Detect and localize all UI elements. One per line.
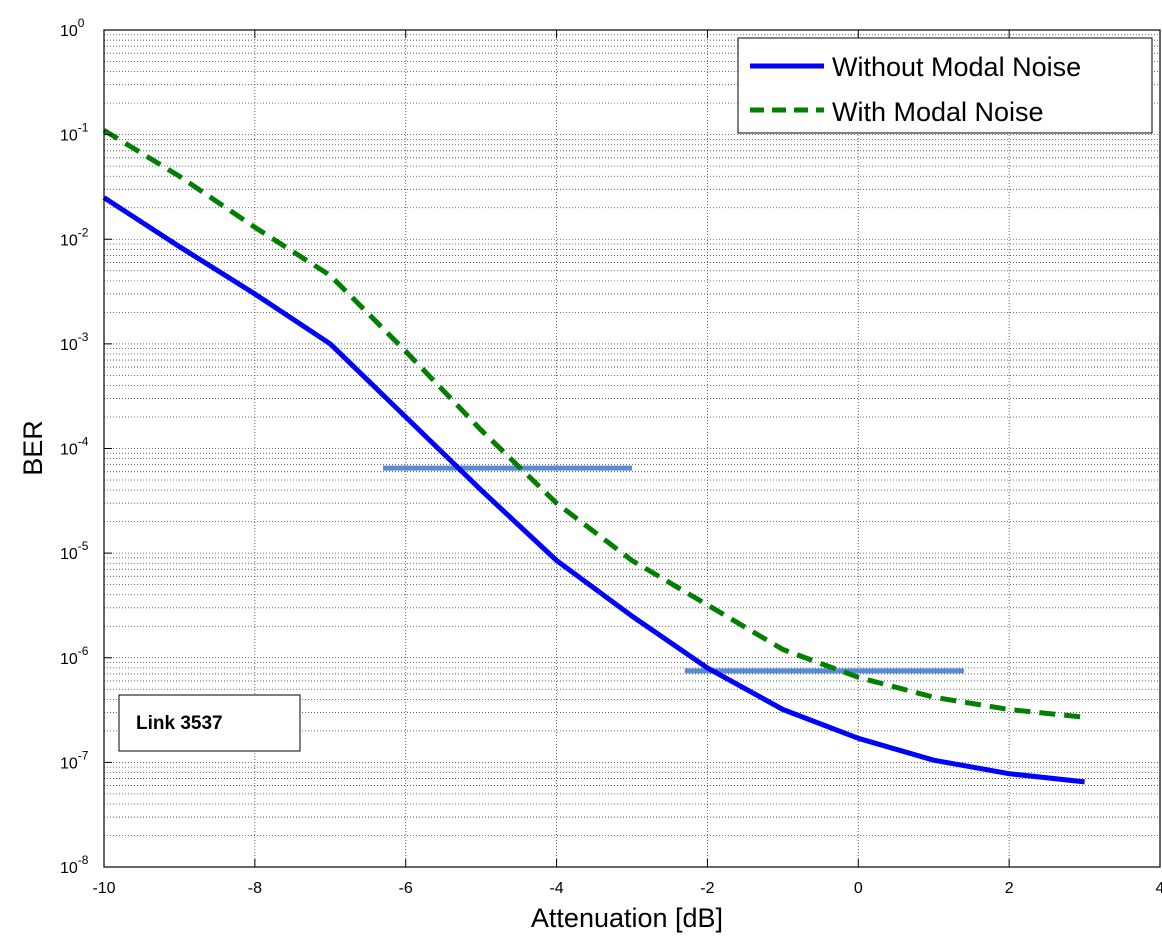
x-tick-label: -4 [549, 880, 563, 897]
y-tick-label: 10-5 [60, 539, 89, 563]
legend-box [737, 37, 1153, 134]
y-tick-label: 10-4 [60, 435, 89, 459]
x-tick-label: 0 [854, 880, 863, 897]
y-tick-label: 10-2 [60, 225, 89, 249]
y-axis-label: BER [18, 420, 48, 476]
legend: Without Modal Noise With Modal Noise [737, 37, 1153, 134]
y-tick-label: 10-6 [60, 644, 89, 668]
y-tick-label: 100 [60, 16, 85, 40]
legend-label-with-modal-noise: With Modal Noise [832, 97, 1044, 127]
y-tick-label: 10-7 [60, 748, 89, 772]
y-tick-label: 10-1 [60, 121, 89, 145]
series-line-with-modal-noise [102, 128, 1085, 720]
series-line-without-modal-noise [102, 195, 1085, 785]
legend-label-without-modal-noise: Without Modal Noise [832, 52, 1081, 82]
x-tick-label: 2 [1005, 880, 1014, 897]
x-axis-label: Attenuation [dB] [531, 903, 723, 933]
x-tick-label: -10 [92, 880, 115, 897]
x-tick-label: 4 [1156, 880, 1162, 897]
x-axis-ticks: -10 -8 -6 -4 -2 0 2 4 [92, 30, 1162, 897]
reference-lines [383, 465, 964, 674]
y-tick-label: 10-3 [60, 330, 89, 354]
annotation-text: Link 3537 [136, 713, 223, 734]
series-group [102, 128, 1085, 785]
annotation-box: Link 3537 [118, 694, 301, 752]
y-axis-ticks: 10-8 10-7 10-6 10-5 10-4 10-3 10-2 10-1 100 [60, 16, 112, 877]
y-tick-label: 10-8 [60, 853, 89, 877]
x-tick-label: -6 [399, 880, 413, 897]
x-tick-label: -2 [700, 880, 714, 897]
x-tick-label: -8 [248, 880, 262, 897]
